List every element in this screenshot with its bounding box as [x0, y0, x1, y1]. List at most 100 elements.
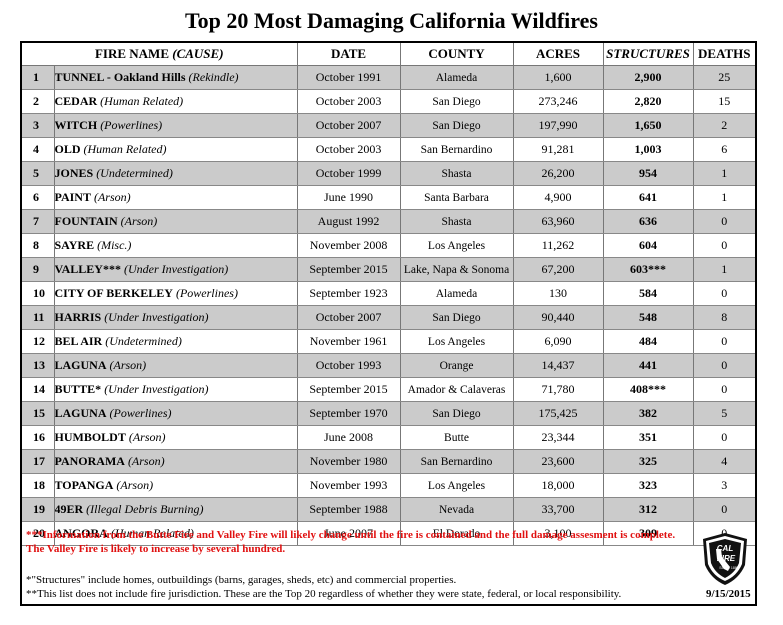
page-title: Top 20 Most Damaging California Wildfire…	[185, 8, 598, 33]
table-row: 7 FOUNTAIN (Arson) August 1992 Shasta 63,960…	[22, 209, 756, 234]
row-fire-name: PAINT (Arson)	[54, 185, 298, 210]
fire-name: TOPANGA	[54, 478, 114, 492]
row-deaths: 0	[693, 497, 756, 522]
header-county: COUNTY	[400, 43, 514, 66]
row-date: September 1970	[297, 401, 401, 426]
row-structures: 312	[603, 497, 694, 522]
jurisdiction-footnote: **This list does not include fire jurisd…	[26, 588, 622, 600]
fire-cause: (Arson)	[127, 454, 165, 468]
row-structures: 484	[603, 329, 694, 354]
row-acres: 33,700	[513, 497, 604, 522]
row-deaths: 0	[693, 281, 756, 306]
wildfire-table: FIRE NAME (CAUSE) DATE COUNTY ACRES STRU…	[22, 43, 756, 546]
row-date: November 1993	[297, 473, 401, 498]
row-deaths: 8	[693, 305, 756, 330]
row-deaths: 0	[693, 209, 756, 234]
table-body: 1 TUNNEL - Oakland Hills (Rekindle) Octobe…	[22, 65, 756, 546]
table-row: 16 HUMBOLDT (Arson) June 2008 Butte 23,344 35…	[22, 425, 756, 450]
row-acres: 90,440	[513, 305, 604, 330]
fire-cause: (Human Related)	[83, 142, 167, 156]
fire-name: FOUNTAIN	[54, 214, 118, 228]
row-structures: 325	[603, 449, 694, 474]
row-structures: 2,820	[603, 89, 694, 114]
fire-cause: (Arson)	[116, 478, 154, 492]
fire-name: PAINT	[54, 190, 91, 204]
row-rank: 9	[22, 257, 55, 282]
row-date: October 2007	[297, 113, 401, 138]
row-date: August 1992	[297, 209, 401, 234]
table-row: 5 JONES (Undetermined) October 1999 Shasta 2…	[22, 161, 756, 186]
fire-cause: (Powerlines)	[175, 286, 238, 300]
row-rank: 6	[22, 185, 55, 210]
fire-cause: (Illegal Debris Burning)	[86, 502, 204, 516]
fire-cause: (Arson)	[128, 430, 166, 444]
row-deaths: 0	[693, 233, 756, 258]
row-county: Shasta	[400, 161, 514, 186]
fire-name: LAGUNA	[54, 406, 107, 420]
document-date: 9/15/2015	[706, 588, 751, 600]
fire-cause: (Arson)	[93, 190, 131, 204]
row-rank: 3	[22, 113, 55, 138]
fire-cause: (Rekindle)	[188, 70, 239, 84]
row-deaths: 25	[693, 65, 756, 90]
row-acres: 63,960	[513, 209, 604, 234]
row-date: November 2008	[297, 233, 401, 258]
row-date: October 2007	[297, 305, 401, 330]
row-rank: 15	[22, 401, 55, 426]
row-rank: 16	[22, 425, 55, 450]
fire-cause: (Arson)	[120, 214, 158, 228]
row-acres: 67,200	[513, 257, 604, 282]
header-acres: ACRES	[513, 43, 604, 66]
table-row: 15 LAGUNA (Powerlines) September 1970 San D…	[22, 401, 756, 426]
row-date: June 2007	[297, 521, 401, 546]
row-acres: 26,200	[513, 161, 604, 186]
table-row: 8 SAYRE (Misc.) November 2008 Los Angeles 11…	[22, 233, 756, 258]
row-structures: 441	[603, 353, 694, 378]
row-acres: 6,090	[513, 329, 604, 354]
row-deaths: 1	[693, 257, 756, 282]
row-rank: 17	[22, 449, 55, 474]
row-county: Los Angeles	[400, 473, 514, 498]
row-county: San Diego	[400, 305, 514, 330]
row-structures: 1,003	[603, 137, 694, 162]
row-county: Los Angeles	[400, 329, 514, 354]
row-fire-name: LAGUNA (Arson)	[54, 353, 298, 378]
row-date: October 2003	[297, 89, 401, 114]
table-row: 4 OLD (Human Related) October 2003 San Bern…	[22, 137, 756, 162]
row-acres: 4,900	[513, 185, 604, 210]
table-row: 12 BEL AIR (Undetermined) November 1961 Los…	[22, 329, 756, 354]
table-row: 1 TUNNEL - Oakland Hills (Rekindle) Octobe…	[22, 65, 756, 90]
logo-text-since: SINCE 1885	[719, 566, 739, 570]
row-rank: 20	[22, 521, 55, 546]
row-date: June 1990	[297, 185, 401, 210]
row-fire-name: VALLEY*** (Under Investigation)	[54, 257, 298, 282]
row-structures: 954	[603, 161, 694, 186]
row-structures: 351	[603, 425, 694, 450]
row-deaths: 0	[693, 353, 756, 378]
row-date: October 1999	[297, 161, 401, 186]
table-row: 2 CEDAR (Human Related) October 2003 San Di…	[22, 89, 756, 114]
row-acres: 91,281	[513, 137, 604, 162]
row-county: San Diego	[400, 89, 514, 114]
row-structures: 641	[603, 185, 694, 210]
table-row: 18 TOPANGA (Arson) November 1993 Los Angele…	[22, 473, 756, 498]
fire-name: VALLEY***	[54, 262, 121, 276]
row-deaths: 0	[693, 377, 756, 402]
table-row: 13 LAGUNA (Arson) October 1993 Orange 14,437…	[22, 353, 756, 378]
row-rank: 5	[22, 161, 55, 186]
fire-cause: (Powerlines)	[109, 406, 172, 420]
row-acres: 23,600	[513, 449, 604, 474]
row-structures: 1,650	[603, 113, 694, 138]
row-structures: 408***	[603, 377, 694, 402]
row-county: Nevada	[400, 497, 514, 522]
row-fire-name: LAGUNA (Powerlines)	[54, 401, 298, 426]
table-row: 6 PAINT (Arson) June 1990 Santa Barbara 4,90…	[22, 185, 756, 210]
row-fire-name: BEL AIR (Undetermined)	[54, 329, 298, 354]
row-acres: 11,262	[513, 233, 604, 258]
row-rank: 18	[22, 473, 55, 498]
row-county: Orange	[400, 353, 514, 378]
row-fire-name: CEDAR (Human Related)	[54, 89, 298, 114]
fire-cause: (Human Related)	[110, 526, 194, 540]
row-deaths: 3	[693, 473, 756, 498]
row-date: November 1980	[297, 449, 401, 474]
